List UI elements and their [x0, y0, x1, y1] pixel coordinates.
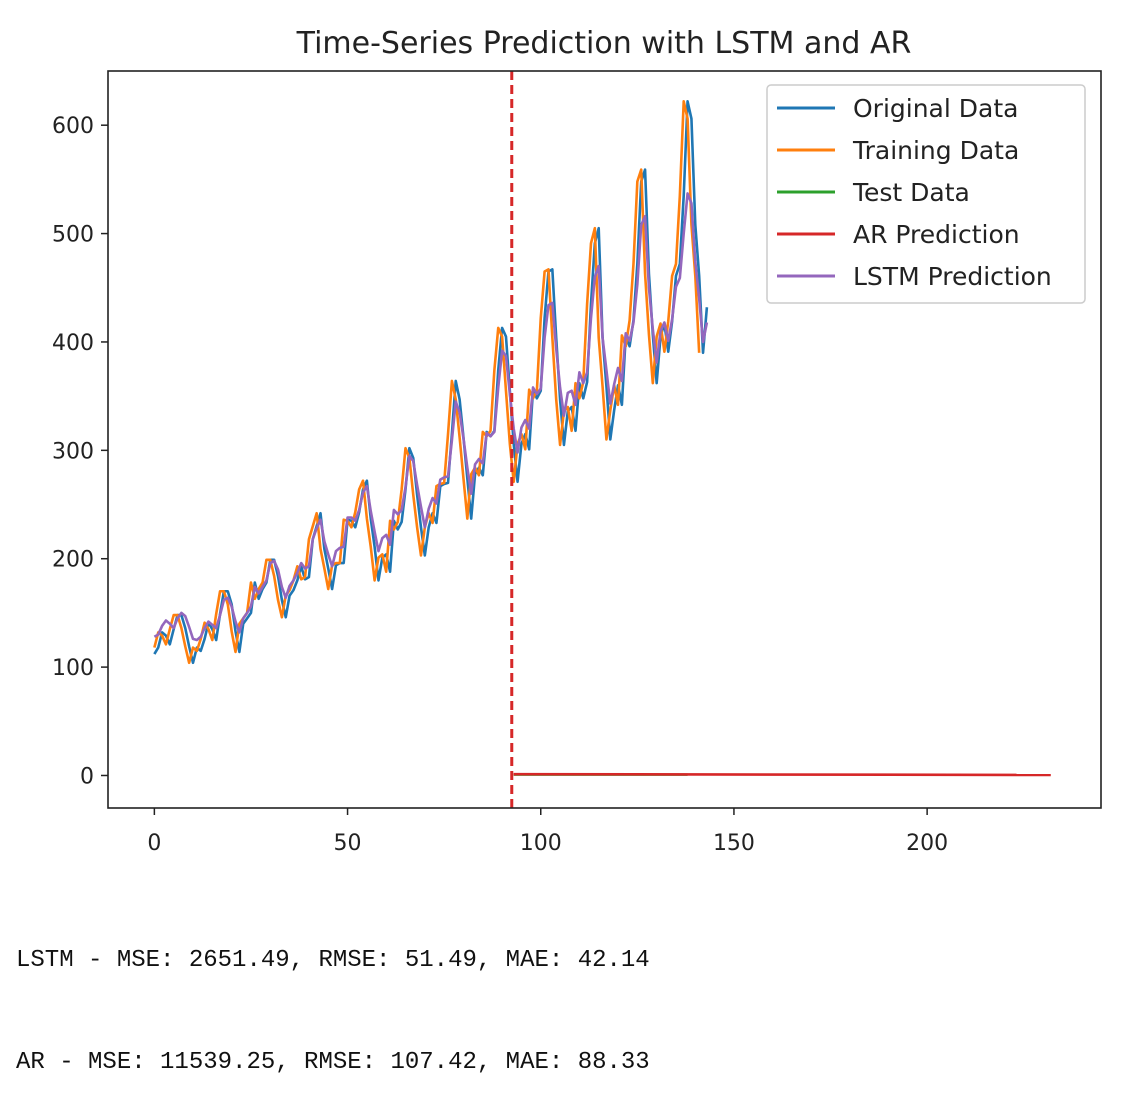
series-line-training-data: [153, 100, 701, 665]
series-line-ar-prediction: [513, 772, 1051, 777]
time-series-chart: Time-Series Prediction with LSTM and AR …: [52, 26, 1102, 856]
chart-title: Time-Series Prediction with LSTM and AR: [296, 26, 912, 61]
y-tick-label: 0: [80, 764, 94, 789]
y-tick-label: 600: [52, 114, 94, 139]
y-tick-label: 300: [52, 439, 94, 464]
ar-metrics-line: AR - MSE: 11539.25, RMSE: 107.42, MAE: 8…: [16, 1049, 650, 1076]
legend-label-ar-prediction: AR Prediction: [853, 220, 1020, 249]
legend-box: [766, 84, 1086, 304]
legend-label-test-data: Test Data: [852, 178, 970, 207]
x-tick-label: 0: [147, 831, 161, 856]
x-tick-label: 50: [334, 831, 362, 856]
legend-label-lstm-prediction: LSTM Prediction: [853, 262, 1052, 291]
y-tick-label: 500: [52, 223, 94, 248]
x-tick-label: 100: [520, 831, 562, 856]
y-tick-label: 200: [52, 548, 94, 573]
legend-label-training-data: Training Data: [852, 136, 1019, 165]
metrics-output: LSTM - MSE: 2651.49, RMSE: 51.49, MAE: 4…: [16, 876, 650, 1114]
series-line-original-data: [153, 100, 709, 665]
y-tick-label: 100: [52, 656, 94, 681]
lstm-metrics-line: LSTM - MSE: 2651.49, RMSE: 51.49, MAE: 4…: [16, 947, 650, 974]
plot-frame: [107, 70, 1102, 809]
x-tick-label: 200: [906, 831, 948, 856]
legend-label-original-data: Original Data: [853, 94, 1018, 123]
chart-area: Time-Series Prediction with LSTM and AR …: [52, 26, 1102, 856]
x-tick-label: 150: [713, 831, 755, 856]
series-line-lstm-prediction: [153, 192, 709, 642]
y-tick-label: 400: [52, 331, 94, 356]
